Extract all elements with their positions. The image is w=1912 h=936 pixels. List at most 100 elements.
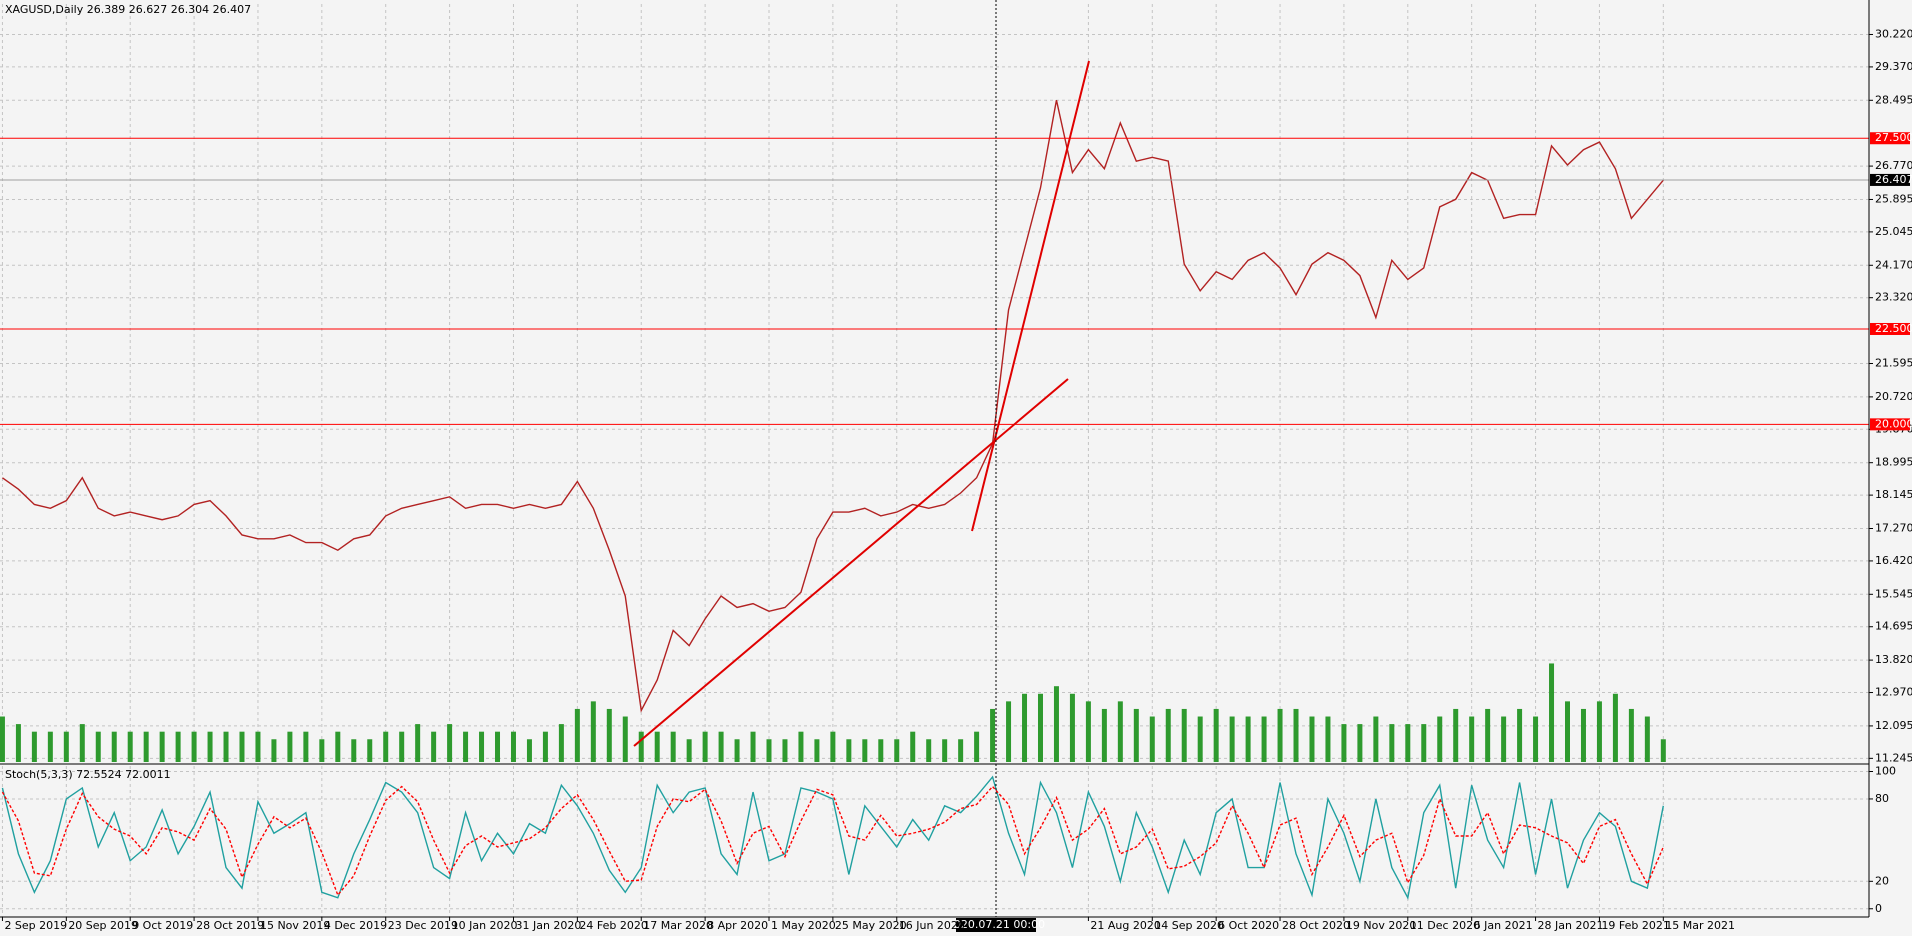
x-tick-label: 28 Oct 2020	[1282, 919, 1350, 932]
volume-bar	[1309, 716, 1315, 762]
volume-bar	[862, 739, 868, 762]
volume-bar	[495, 731, 501, 762]
y-tick-label: 13.820	[1875, 653, 1912, 666]
x-tick-label: 6 Oct 2020	[1218, 919, 1279, 932]
level-label: 22.500	[1875, 322, 1912, 335]
volume-bar	[622, 716, 628, 762]
volume-bar	[255, 731, 261, 762]
x-tick-label: 31 Jan 2020	[515, 919, 581, 932]
volume-bar	[702, 731, 708, 762]
x-tick-label: 4 Dec 2019	[324, 919, 387, 932]
y-tick-label: 18.995	[1875, 456, 1912, 469]
volume-bar	[958, 739, 964, 762]
volume-bar	[447, 724, 453, 762]
volume-bar	[574, 708, 580, 762]
volume-bar	[1197, 716, 1203, 762]
y-tick-label: 80	[1875, 792, 1889, 805]
volume-bar	[463, 731, 469, 762]
x-tick-label: 9 Oct 2019	[132, 919, 193, 932]
volume-bar	[1213, 708, 1219, 762]
volume-bar	[127, 731, 133, 762]
y-tick-label: 21.595	[1875, 357, 1912, 370]
y-tick-label: 29.370	[1875, 60, 1912, 73]
volume-bar	[1453, 708, 1459, 762]
y-tick-label: 28.495	[1875, 93, 1912, 106]
x-tick-label: 24 Feb 2020	[579, 919, 647, 932]
volume-bar	[1389, 724, 1395, 762]
volume-bar	[1022, 693, 1028, 762]
volume-bar	[207, 731, 213, 762]
x-tick-label: 15 Mar 2021	[1665, 919, 1735, 932]
volume-bar	[846, 739, 852, 762]
volume-bar	[1405, 724, 1411, 762]
volume-bar	[1437, 716, 1443, 762]
x-tick-label: 28 Jan 2021	[1538, 919, 1604, 932]
volume-bar	[1245, 716, 1251, 762]
series-line	[2, 99, 1664, 713]
volume-bar	[47, 731, 53, 762]
volume-bar	[1277, 708, 1283, 762]
x-tick-label: 14 Sep 2020	[1154, 919, 1224, 932]
volume-bar	[750, 731, 756, 762]
volume-bar	[542, 731, 548, 762]
x-tick-label: 25 May 2020	[835, 919, 907, 932]
volume-bar	[926, 739, 932, 762]
x-tick-label: 8 Apr 2020	[707, 919, 768, 932]
volume-bar	[638, 731, 644, 762]
volume-bar	[718, 731, 724, 762]
volume-bar	[159, 731, 165, 762]
volume-bar	[191, 731, 197, 762]
volume-bar	[942, 739, 948, 762]
level-label: 20.000	[1875, 417, 1912, 430]
x-tick-label: 11 Dec 2020	[1410, 919, 1480, 932]
volume-bar	[31, 731, 37, 762]
x-tick-label: 10 Jan 2020	[452, 919, 518, 932]
volume-bar	[1261, 716, 1267, 762]
volume-bar	[814, 739, 820, 762]
volume-bar	[830, 731, 836, 762]
volume-bar	[1229, 716, 1235, 762]
volume-bar	[526, 739, 532, 762]
volume-bar	[1628, 708, 1634, 762]
x-tick-label: 16 Jun 2020	[899, 919, 965, 932]
series-line	[1, 775, 1665, 900]
volume-bar	[734, 739, 740, 762]
volume-bar	[1341, 724, 1347, 762]
y-tick-label: 12.095	[1875, 719, 1912, 732]
volume-bar	[79, 724, 85, 762]
volume-bar	[590, 701, 596, 762]
data-layer	[0, 99, 1869, 900]
volume-bar	[1037, 693, 1043, 762]
y-tick-label: 100	[1875, 764, 1896, 777]
level-label-box	[1870, 418, 1910, 431]
volume-bar	[1293, 708, 1299, 762]
volume-bar	[367, 739, 373, 762]
volume-bar	[287, 731, 293, 762]
volume-bar	[271, 739, 277, 762]
x-tick-label: 20 Sep 2019	[68, 919, 138, 932]
volume-bar	[686, 739, 692, 762]
crosshair-label-box	[956, 918, 1036, 932]
volume-bar	[1660, 739, 1666, 762]
volume-bar	[654, 731, 660, 762]
x-tick-label: 6 Jan 2021	[1474, 919, 1533, 932]
level-label-box	[1870, 132, 1910, 145]
last-price-label: 26.407	[1875, 173, 1912, 186]
level-label-box	[1870, 322, 1910, 335]
volume-bar	[479, 731, 485, 762]
crosshair-label: 2020.07.21 00:00	[947, 918, 1045, 931]
volume-bar	[1549, 663, 1555, 762]
volume-bar	[319, 739, 325, 762]
y-tick-label: 23.320	[1875, 291, 1912, 304]
volume-bar	[0, 716, 5, 762]
y-tick-label: 16.420	[1875, 554, 1912, 567]
volume-bar	[1644, 716, 1650, 762]
volume-bar	[670, 731, 676, 762]
level-label: 27.500	[1875, 131, 1912, 144]
volume-bar	[111, 731, 117, 762]
volume-bar	[1181, 708, 1187, 762]
volume-bar	[63, 731, 69, 762]
label-layer: XAGUSD,Daily 26.389 26.627 26.304 26.407…	[1, 3, 1912, 932]
